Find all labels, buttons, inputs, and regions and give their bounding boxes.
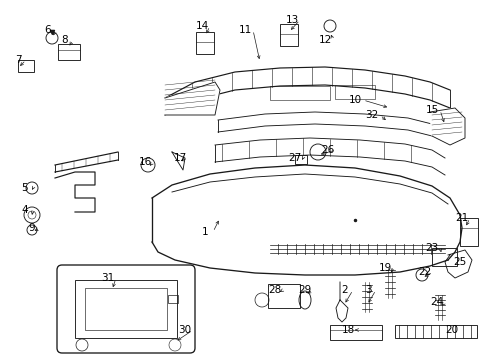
Text: 32: 32 <box>365 110 378 120</box>
Text: 6: 6 <box>44 25 51 35</box>
Bar <box>85 288 167 330</box>
Text: 1: 1 <box>201 227 208 237</box>
Bar <box>267 284 299 308</box>
Text: 16: 16 <box>138 157 151 167</box>
Text: 21: 21 <box>454 213 468 223</box>
Text: 18: 18 <box>341 325 354 335</box>
Text: 31: 31 <box>101 273 114 283</box>
Text: 12: 12 <box>318 35 331 45</box>
Bar <box>334 85 374 99</box>
Bar <box>394 325 476 338</box>
Bar <box>294 155 306 164</box>
Text: 8: 8 <box>61 35 68 45</box>
Text: 30: 30 <box>178 325 191 335</box>
Text: 24: 24 <box>429 297 443 307</box>
Bar <box>75 280 177 338</box>
Text: 10: 10 <box>348 95 361 105</box>
Text: 28: 28 <box>268 285 281 295</box>
Text: 7: 7 <box>15 55 21 65</box>
Text: 11: 11 <box>238 25 251 35</box>
Text: 23: 23 <box>425 243 438 253</box>
Text: 22: 22 <box>418 267 431 277</box>
Polygon shape <box>429 108 464 145</box>
Text: 20: 20 <box>445 325 458 335</box>
Bar <box>18 60 34 72</box>
Text: 19: 19 <box>378 263 391 273</box>
Text: 25: 25 <box>452 257 466 267</box>
Bar <box>196 32 214 54</box>
Bar <box>269 86 329 100</box>
Text: 15: 15 <box>425 105 438 115</box>
Text: 9: 9 <box>29 223 35 233</box>
Bar <box>329 325 381 340</box>
Bar <box>58 44 80 60</box>
Text: 2: 2 <box>341 285 347 295</box>
Text: 13: 13 <box>285 15 298 25</box>
Bar <box>168 295 178 303</box>
Text: 3: 3 <box>364 285 370 295</box>
Bar <box>431 248 456 266</box>
Text: 14: 14 <box>195 21 208 31</box>
Text: 29: 29 <box>298 285 311 295</box>
Text: 17: 17 <box>173 153 186 163</box>
Text: 5: 5 <box>21 183 28 193</box>
Text: 26: 26 <box>321 145 334 155</box>
Bar <box>280 24 297 46</box>
Polygon shape <box>172 152 184 170</box>
Polygon shape <box>164 82 220 115</box>
Text: 4: 4 <box>21 205 28 215</box>
Bar <box>459 218 477 246</box>
Text: 27: 27 <box>288 153 301 163</box>
